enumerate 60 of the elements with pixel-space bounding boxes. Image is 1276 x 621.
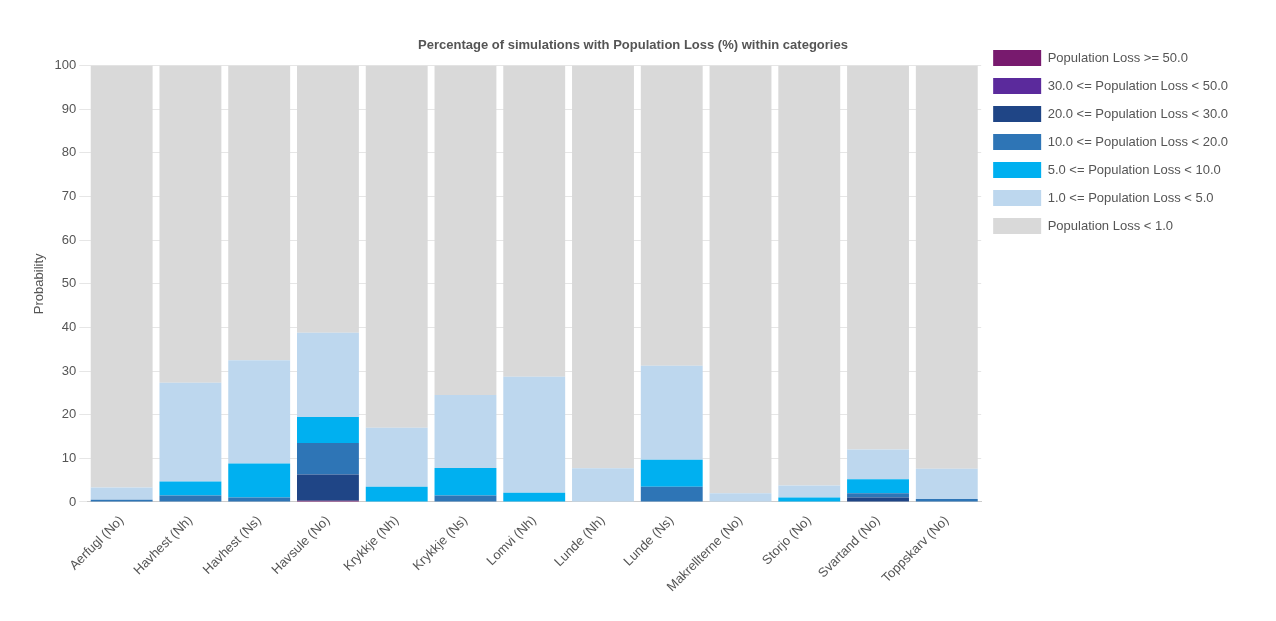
bar bbox=[297, 474, 359, 501]
bar bbox=[434, 65, 497, 396]
bar bbox=[778, 485, 841, 498]
bar bbox=[640, 486, 703, 502]
y-axis-title: Probability bbox=[31, 252, 47, 315]
bar bbox=[159, 481, 222, 496]
bar bbox=[297, 443, 359, 475]
bar bbox=[572, 468, 634, 502]
bar bbox=[640, 459, 703, 487]
bar bbox=[503, 65, 566, 377]
bar bbox=[640, 65, 703, 366]
y-tick-label: 100 bbox=[54, 57, 77, 73]
bar bbox=[434, 467, 497, 496]
bar bbox=[159, 382, 222, 482]
legend-label: Population Loss < 1.0 bbox=[1047, 217, 1174, 233]
bar bbox=[915, 468, 978, 499]
bar bbox=[159, 65, 222, 383]
bar bbox=[228, 65, 291, 361]
legend-label: 20.0 <= Population Loss < 30.0 bbox=[1047, 105, 1229, 121]
y-tick-label: 20 bbox=[61, 406, 77, 422]
legend-label: Population Loss >= 50.0 bbox=[1047, 49, 1188, 65]
bar bbox=[778, 65, 841, 486]
y-tick-label: 90 bbox=[61, 100, 77, 116]
legend-label: 10.0 <= Population Loss < 20.0 bbox=[1047, 133, 1229, 149]
bar bbox=[434, 495, 497, 502]
y-tick-label: 60 bbox=[61, 231, 77, 247]
bar bbox=[709, 493, 772, 502]
legend-label: 30.0 <= Population Loss < 50.0 bbox=[1047, 77, 1229, 93]
bar bbox=[847, 479, 909, 494]
y-tick-label: 70 bbox=[61, 188, 77, 204]
bar bbox=[572, 65, 634, 469]
bar bbox=[228, 360, 291, 464]
bar bbox=[297, 65, 359, 333]
bar bbox=[640, 365, 703, 460]
y-tick-label: 40 bbox=[61, 319, 77, 334]
y-tick-label: 80 bbox=[61, 144, 77, 160]
bar bbox=[847, 449, 909, 480]
legend-label: 5.0 <= Population Loss < 10.0 bbox=[1047, 161, 1221, 177]
y-tick-label: 50 bbox=[61, 275, 77, 291]
bar bbox=[159, 495, 222, 502]
bar bbox=[503, 492, 566, 502]
bar bbox=[847, 65, 909, 450]
bar bbox=[365, 427, 428, 487]
bar bbox=[709, 65, 772, 494]
bar bbox=[297, 416, 359, 444]
bar bbox=[365, 486, 428, 502]
legend-label: 1.0 <= Population Loss < 5.0 bbox=[1047, 189, 1214, 205]
bar bbox=[297, 332, 359, 417]
bar bbox=[90, 65, 153, 488]
bar bbox=[434, 395, 497, 468]
bar bbox=[90, 487, 153, 500]
y-tick-label: 0 bbox=[69, 493, 77, 509]
bar bbox=[503, 376, 566, 493]
y-tick-label: 30 bbox=[61, 362, 77, 378]
y-tick-label: 10 bbox=[61, 449, 77, 465]
chart-title: Percentage of simulations with Population Loss (%) within categories bbox=[418, 37, 848, 53]
bar bbox=[228, 463, 291, 498]
bar bbox=[915, 65, 978, 469]
bar bbox=[847, 493, 909, 498]
bar bbox=[365, 65, 428, 428]
